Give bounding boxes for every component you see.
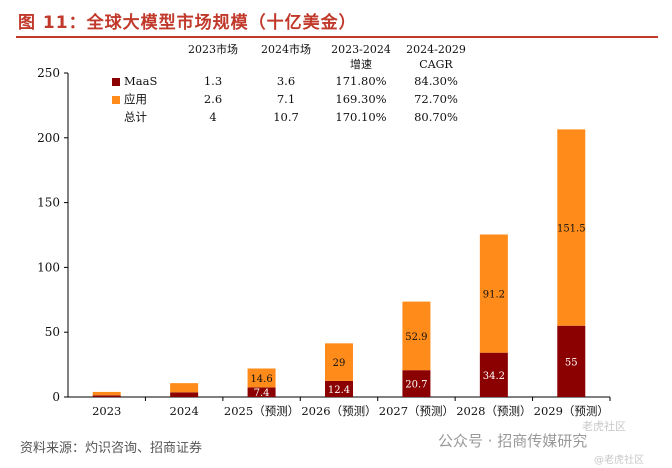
y-tick-label: 50 (45, 325, 60, 339)
data-label-maas: 34.2 (483, 371, 505, 382)
legend-swatch-app (112, 96, 120, 104)
summary-table: 2023市场 2024市场 2023-2024 增速 2024-2029 CAGR … (112, 42, 472, 126)
data-label-app: 91.2 (483, 290, 505, 301)
watermark: 公众号 · 招商传媒研究 (438, 432, 588, 450)
y-tick-label: 150 (37, 196, 60, 210)
bar-maas (92, 395, 121, 397)
x-tick-label: 2027（预测） (379, 404, 454, 418)
table-cell: 1.3 (203, 74, 223, 88)
data-label-app: 29 (333, 358, 346, 369)
bar-maas (557, 325, 586, 397)
x-tick-label: 2023 (92, 404, 121, 418)
table-header-cell: 2024-2029 CAGR (406, 43, 466, 71)
legend-app: 应用 (112, 90, 176, 108)
y-tick-label: 250 (37, 66, 60, 80)
table-row: 总计 4 10.7 170.10% 80.70% (112, 108, 472, 126)
table-header-cell: 2023市场 (188, 43, 238, 56)
data-label-maas: 20.7 (405, 380, 427, 391)
table-header-row: 2023市场 2024市场 2023-2024 增速 2024-2029 CAGR (112, 42, 472, 72)
bar-app (479, 234, 508, 353)
table-cell: 3.6 (276, 74, 296, 88)
watermark-logo: 老虎社区 (582, 420, 626, 433)
table-cell: 10.7 (273, 110, 299, 124)
bar-maas (402, 370, 431, 397)
table-cell: 84.30% (414, 74, 458, 88)
y-tick-label: 0 (52, 390, 60, 404)
table-cell: 80.70% (414, 110, 458, 124)
y-tick-label: 100 (37, 260, 60, 274)
table-cell: 170.10% (335, 110, 387, 124)
table-cell: 2.6 (203, 92, 223, 106)
table-row-label-total: 总计 (124, 110, 147, 124)
y-tick-label: 200 (37, 131, 60, 145)
data-label-maas: 7.4 (254, 388, 270, 399)
bar-app (557, 129, 586, 326)
bar-app (247, 368, 276, 388)
data-label-maas: 12.4 (328, 385, 350, 396)
watermark-sub: @老虎社区 (594, 455, 644, 466)
x-tick-label: 2029（预测） (534, 404, 609, 418)
legend-swatch-maas (112, 78, 120, 86)
bar-app (402, 301, 431, 371)
x-tick-label: 2024 (170, 404, 199, 418)
data-label-maas: 55 (565, 357, 578, 368)
title-divider (16, 36, 658, 38)
table-cell: 72.70% (414, 92, 458, 106)
x-tick-label: 2025（预测） (224, 404, 299, 418)
data-label-app: 14.6 (250, 374, 272, 385)
source-note: 资料来源：灼识咨询、招商证券 (20, 441, 203, 456)
figure-title: 图 11：全球大模型市场规模（十亿美金） (18, 13, 357, 33)
table-cell: 171.80% (335, 74, 387, 88)
bar-app (92, 391, 121, 396)
table-row: 应用 2.6 7.1 169.30% 72.70% (112, 90, 472, 108)
table-cell: 169.30% (335, 92, 387, 106)
bar-app (170, 383, 199, 393)
bar-maas (170, 392, 199, 397)
data-label-app: 52.9 (405, 332, 427, 343)
data-label-app: 151.5 (557, 224, 586, 235)
x-tick-label: 2026（预测） (301, 404, 376, 418)
table-header-cell: 2024市场 (261, 43, 311, 56)
table-cell: 7.1 (276, 92, 296, 106)
bar-app (325, 343, 353, 381)
bar-maas (247, 387, 276, 397)
table-row: MaaS 1.3 3.6 171.80% 84.30% (112, 72, 472, 90)
table-cell: 4 (209, 110, 217, 124)
x-tick-label: 2028（预测） (456, 404, 531, 418)
table-header-cell: 2023-2024 增速 (331, 43, 391, 71)
legend-maas: MaaS (112, 72, 176, 90)
bar-maas (479, 352, 508, 397)
table-header-cell (112, 42, 176, 72)
bar-maas (325, 380, 353, 397)
